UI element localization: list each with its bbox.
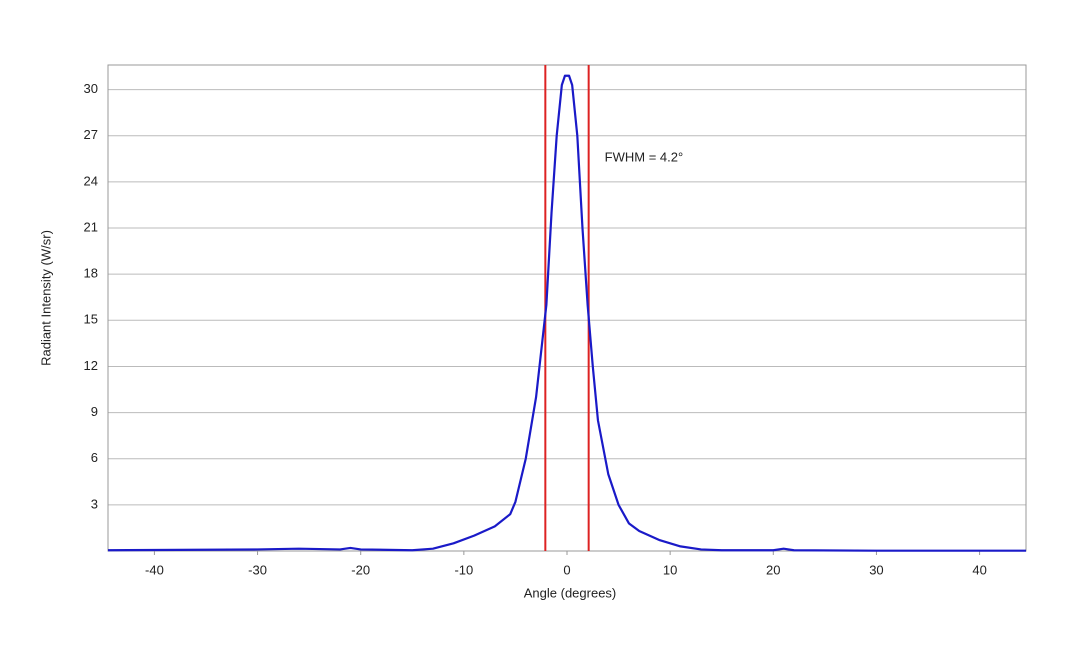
x-tick-label: 0 [563,562,570,577]
x-tick-label: 10 [663,562,677,577]
x-tick-label: -10 [454,562,473,577]
y-tick-label: 6 [91,450,98,465]
x-axis-label: Angle (degrees) [524,585,617,600]
y-tick-label: 24 [84,173,98,188]
y-tick-label: 27 [84,127,98,142]
y-tick-label: 3 [91,496,98,511]
x-tick-label: -20 [351,562,370,577]
y-tick-label: 12 [84,358,98,373]
y-tick-label: 21 [84,219,98,234]
x-tick-label: 40 [972,562,986,577]
data-line [107,74,1026,552]
x-tick-label: -40 [145,562,164,577]
y-axis-label: Radiant Intensity (W/sr) [38,230,53,366]
y-tick-label: 9 [91,404,98,419]
x-tick-label: 30 [869,562,883,577]
y-tick-label: 30 [84,81,98,96]
y-tick-label: 18 [84,266,98,281]
annotation: FWHM = 4.2° [605,149,684,164]
y-tick-label: 15 [84,312,98,327]
x-tick-label: 20 [766,562,780,577]
x-tick-label: -30 [248,562,267,577]
plot-frame [107,64,1027,552]
